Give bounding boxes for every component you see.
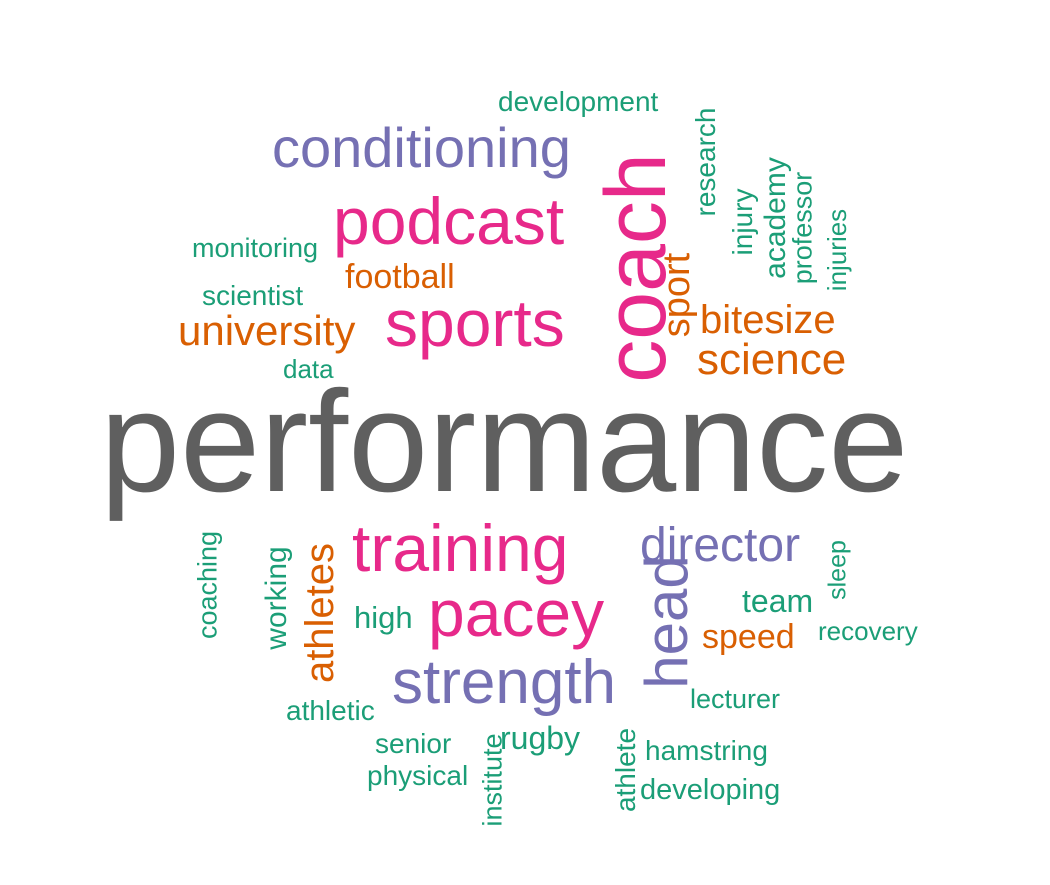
- word-athletic: athletic: [286, 695, 375, 726]
- word-football: football: [345, 258, 455, 296]
- word-senior: senior: [375, 728, 452, 759]
- word-hamstring: hamstring: [645, 735, 768, 766]
- word-sports: sports: [385, 286, 565, 360]
- word-research: research: [690, 107, 721, 217]
- word-university: university: [178, 307, 356, 354]
- word-bitesize: bitesize: [700, 298, 836, 342]
- word-head: head: [633, 555, 700, 689]
- word-recovery: recovery: [818, 616, 918, 646]
- word-data: data: [283, 354, 334, 384]
- word-speed: speed: [702, 618, 795, 656]
- word-academy: academy: [759, 157, 792, 279]
- word-monitoring: monitoring: [192, 233, 319, 263]
- word-rugby: rugby: [500, 720, 581, 756]
- word-developing: developing: [640, 774, 781, 806]
- word-team: team: [742, 583, 814, 619]
- word-athlete: athlete: [610, 727, 641, 813]
- word-professor: professor: [787, 171, 818, 285]
- word-coaching: coaching: [192, 530, 223, 640]
- word-physical: physical: [367, 760, 469, 791]
- word-science: science: [697, 335, 847, 384]
- word-sleep: sleep: [823, 540, 852, 600]
- word-athletes: athletes: [298, 542, 342, 684]
- word-injuries: injuries: [822, 208, 852, 292]
- word-sport: sport: [656, 252, 698, 338]
- word-strength: strength: [392, 648, 617, 717]
- word-conditioning: conditioning: [272, 116, 571, 179]
- word-injury: injury: [727, 188, 758, 256]
- word-pacey: pacey: [428, 576, 605, 650]
- word-performance: performance: [100, 361, 909, 522]
- word-podcast: podcast: [333, 184, 565, 258]
- word-scientist: scientist: [202, 280, 304, 311]
- word-director: director: [640, 519, 801, 572]
- word-lecturer: lecturer: [690, 684, 781, 714]
- word-working: working: [260, 546, 293, 650]
- word-high: high: [354, 600, 413, 635]
- word-development: development: [498, 86, 659, 117]
- word-training: training: [352, 511, 569, 585]
